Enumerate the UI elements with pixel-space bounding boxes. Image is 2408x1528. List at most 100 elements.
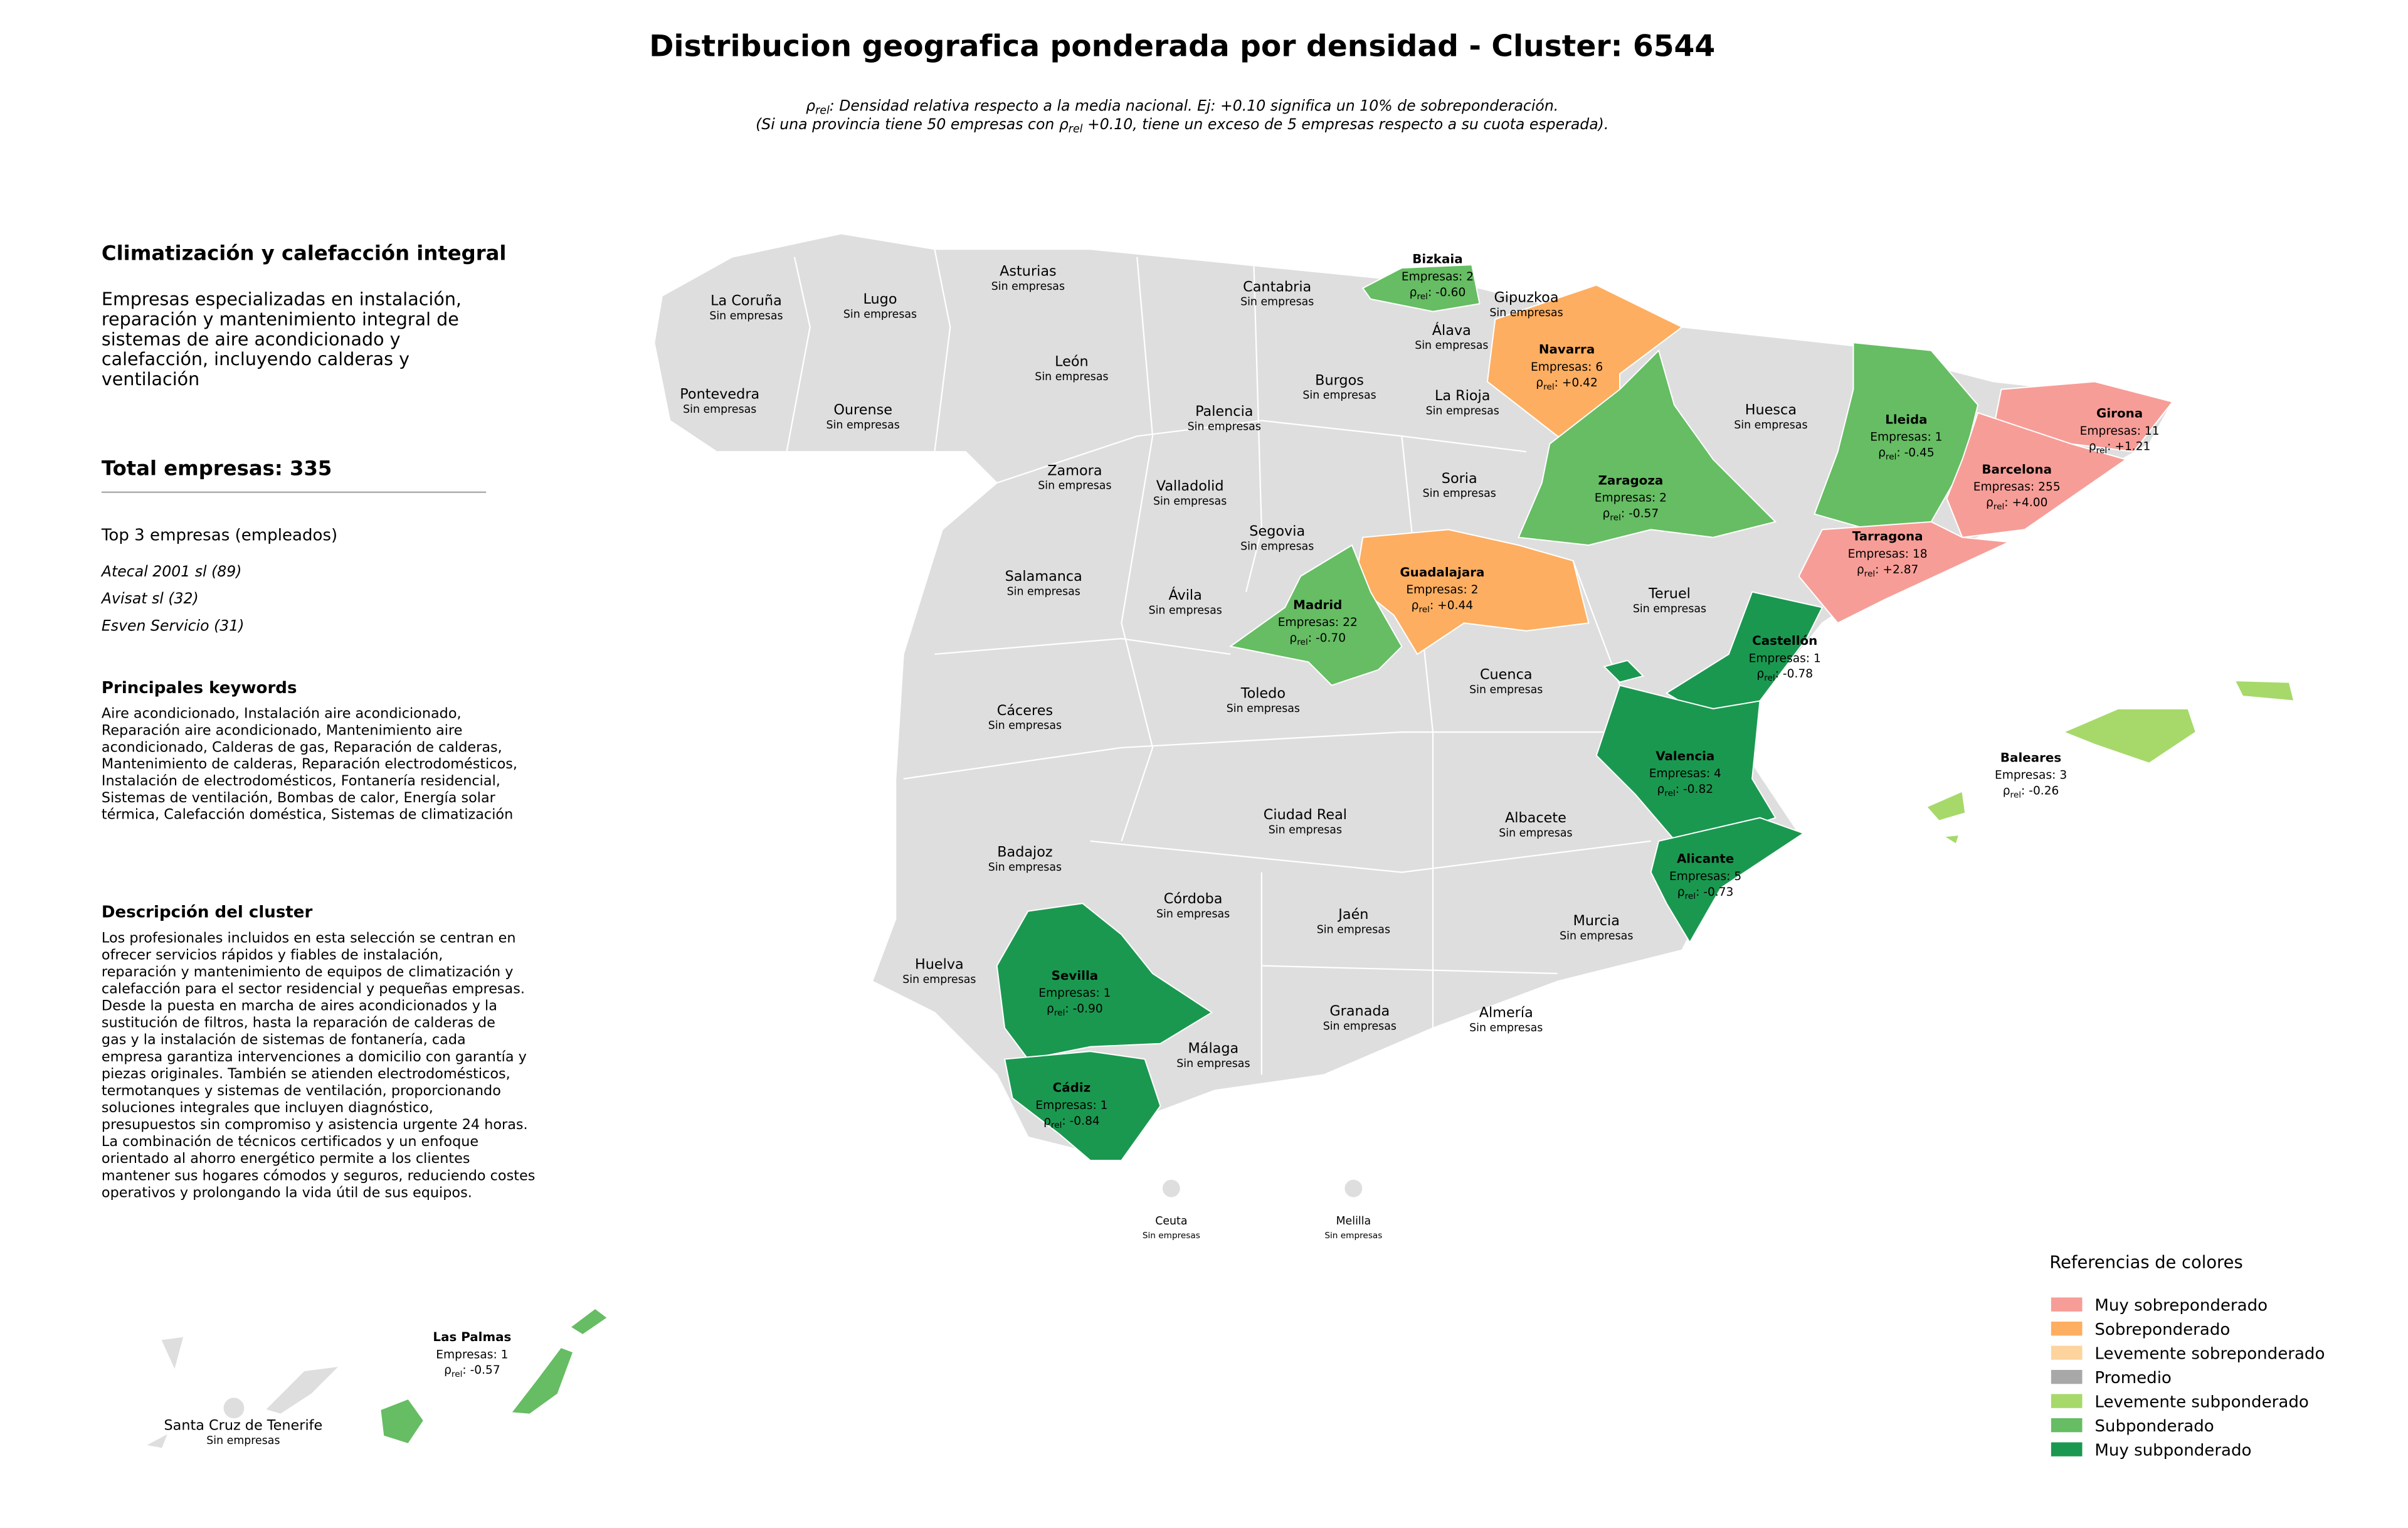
province-rho: ρrel: -0.57: [444, 1364, 500, 1379]
description-line: empresa garantiza intervenciones a domic…: [102, 1049, 527, 1065]
rho-value: -0.78: [1783, 667, 1813, 681]
rho-sub: rel: [2096, 446, 2107, 456]
legend-title: Referencias de colores: [2049, 1253, 2242, 1272]
note-line: (Si una provincia tiene 50 empresas con …: [756, 115, 1608, 135]
rho-symbol: ρ: [806, 97, 815, 114]
province-name: Málaga: [1188, 1041, 1239, 1057]
province-rho: ρrel: +0.42: [1536, 376, 1598, 392]
province-rho: ρrel: +4.00: [1986, 496, 2048, 512]
description-title: Descripción del cluster: [102, 903, 313, 922]
rho-sep: :: [1676, 783, 1683, 796]
rho-sub: rel: [1418, 605, 1430, 615]
province-name: Ceuta: [1155, 1215, 1187, 1228]
province-companies: Empresas: 6: [1531, 361, 1603, 374]
rho-value: -0.70: [1316, 632, 1346, 645]
note-text: +0.10, tiene un exceso de 5 empresas res…: [1082, 115, 1608, 133]
rho-sub: rel: [1864, 569, 1875, 579]
rho-value: +0.44: [1437, 599, 1473, 612]
province-name: Gipuzkoa: [1494, 290, 1559, 306]
melilla-shape: [1343, 1178, 1364, 1199]
rho-sub: rel: [1417, 292, 1428, 302]
rho-sep: :: [1696, 886, 1703, 899]
province-name: León: [1055, 354, 1089, 370]
province-name: Barcelona: [1982, 462, 2052, 477]
rho-value: -0.84: [1070, 1115, 1100, 1128]
province-name: Zamora: [1047, 462, 1102, 479]
province-name: Alicante: [1677, 852, 1734, 866]
province-shape: [1361, 264, 1481, 312]
province-companies: Empresas: 1: [1749, 652, 1821, 665]
province-note: Sin empresas: [902, 974, 976, 986]
province-name: Cádiz: [1053, 1081, 1091, 1095]
province-note: Sin empresas: [1227, 703, 1300, 715]
rho-sub: rel: [1664, 788, 1675, 798]
province-rho: ρrel: -0.78: [1756, 667, 1813, 683]
province-note: Sin empresas: [1323, 1020, 1397, 1032]
province-name: Sevilla: [1052, 968, 1099, 983]
keywords-line: Mantenimiento de calderas, Reparación el…: [102, 756, 517, 772]
description-line: sustitución de filtros, hasta la reparac…: [102, 1015, 495, 1031]
rho-sub: rel: [1993, 502, 2004, 512]
province-name: La Rioja: [1435, 388, 1490, 404]
province-note: Sin empresas: [1415, 339, 1488, 352]
description-line: calefacción para el sector residencial y…: [102, 981, 525, 997]
rho-symbol: ρ: [2089, 440, 2096, 454]
province-companies: Empresas: 1: [1038, 987, 1111, 1000]
legend-label: Subponderado: [2094, 1417, 2214, 1436]
province-shape: [1518, 349, 1777, 546]
rho-symbol: ρ: [1857, 563, 1864, 576]
description-line: termotanques y sistemas de ventilación, …: [102, 1083, 501, 1099]
province-rho: ρrel: -0.82: [1657, 783, 1713, 798]
border-line: [996, 420, 1527, 484]
description-line: Desde la puesta en marcha de aires acond…: [102, 998, 497, 1014]
legend-label: Levemente subponderado: [2094, 1393, 2308, 1412]
province-note: Sin empresas: [1240, 296, 1314, 309]
legend-swatch: [2051, 1442, 2083, 1456]
description-line: ofrecer servicios rápidos y fiables de i…: [102, 947, 443, 963]
province-name: Castellón: [1752, 634, 1817, 648]
keywords-title: Principales keywords: [102, 679, 297, 698]
province-name: Valladolid: [1156, 478, 1224, 494]
province-note: Sin empresas: [1469, 684, 1543, 696]
province-name: Cuenca: [1480, 667, 1533, 683]
province-note: Sin empresas: [683, 403, 756, 416]
description-line: piezas originales. También se atienden e…: [102, 1066, 510, 1082]
tenerife-shape: [263, 1365, 342, 1415]
province-shape: [1941, 834, 1960, 846]
province-note: Sin empresas: [843, 309, 917, 321]
rho-sep: :: [462, 1364, 470, 1377]
province-name: Asturias: [1000, 263, 1057, 280]
province-rho: ρrel: +2.87: [1857, 563, 1919, 579]
province-companies: Empresas: 11: [2080, 425, 2160, 438]
province-rho: ρrel: +1.21: [2089, 440, 2151, 456]
province-name: Madrid: [1293, 598, 1342, 612]
la-palma-shape: [159, 1335, 185, 1373]
top-line: Esven Servicio (31): [102, 617, 245, 635]
summary-line: sistemas de aire acondicionado y: [102, 328, 401, 349]
province-name: Tarragona: [1852, 529, 1923, 544]
province-name: Huelva: [915, 957, 964, 973]
province-name: Ávila: [1169, 586, 1202, 603]
keywords-line: acondicionado, Calderas de gas, Reparaci…: [102, 739, 502, 755]
border-line: [1090, 840, 1651, 873]
legend-swatch: [2051, 1369, 2083, 1384]
province-shape: [1228, 544, 1403, 686]
province-name: Córdoba: [1164, 891, 1223, 907]
rho-sub: rel: [1764, 673, 1775, 683]
province-shape: [1650, 817, 1805, 944]
rho-value: -0.45: [1904, 447, 1935, 460]
province-note: Sin empresas: [1149, 604, 1222, 617]
province-name: Valencia: [1656, 749, 1714, 763]
province-note: Sin empresas: [1324, 1231, 1382, 1241]
rho-sep: :: [1430, 599, 1437, 612]
panel-heading: Climatización y calefacción integral: [102, 241, 507, 265]
province-name: Badajoz: [997, 844, 1052, 861]
province-note: Sin empresas: [1734, 419, 1807, 432]
province-note: Sin empresas: [1269, 824, 1342, 837]
province-note: Sin empresas: [988, 719, 1062, 732]
province-name: Baleares: [2000, 750, 2061, 765]
province-name: Las Palmas: [433, 1330, 511, 1344]
province-note: Sin empresas: [1317, 923, 1390, 936]
province-name: Almería: [1479, 1005, 1533, 1021]
